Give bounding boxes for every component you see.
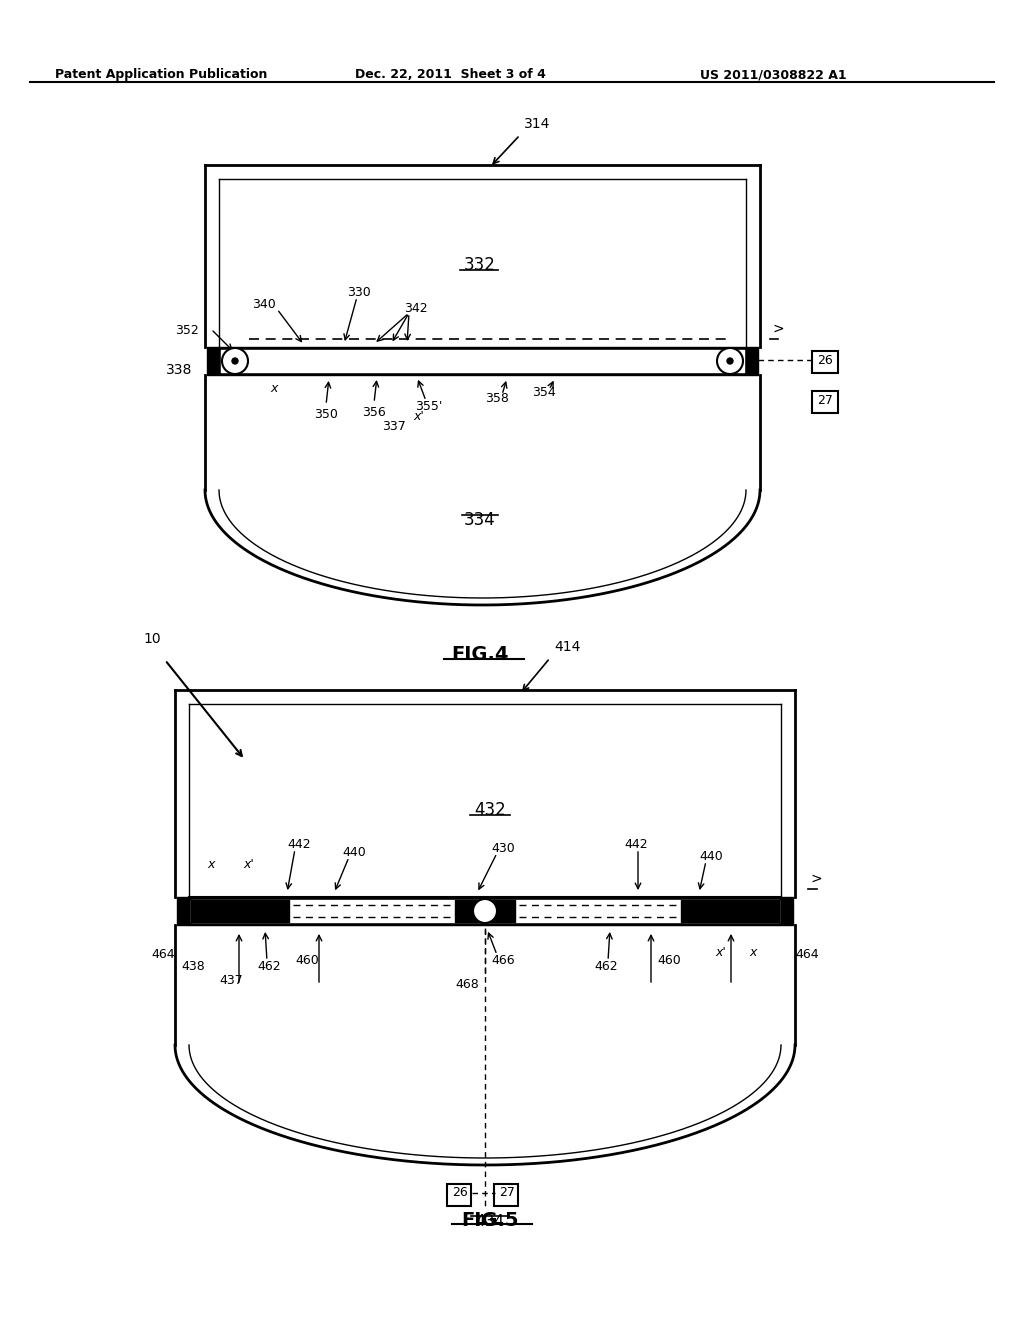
Text: 468: 468 (455, 978, 479, 991)
Text: 338: 338 (166, 363, 193, 378)
Text: 464: 464 (796, 949, 819, 961)
Text: 314: 314 (524, 117, 550, 131)
Text: 355': 355' (416, 400, 442, 413)
Text: 27: 27 (817, 393, 833, 407)
Text: 342: 342 (404, 302, 428, 315)
Text: FIG.5: FIG.5 (461, 1210, 519, 1229)
Text: x': x' (244, 858, 254, 871)
Text: Patent Application Publication: Patent Application Publication (55, 69, 267, 81)
Text: 460: 460 (295, 953, 318, 966)
Text: >: > (772, 322, 783, 337)
Bar (447, 1184, 471, 1206)
Text: 358: 358 (485, 392, 509, 405)
Circle shape (473, 899, 497, 923)
Text: x': x' (716, 946, 726, 960)
Text: 414: 414 (554, 640, 581, 653)
Circle shape (727, 358, 733, 364)
Text: Dec. 22, 2011  Sheet 3 of 4: Dec. 22, 2011 Sheet 3 of 4 (355, 69, 546, 81)
Text: 332: 332 (464, 256, 496, 275)
Text: 430: 430 (492, 842, 515, 855)
Text: 440: 440 (342, 846, 366, 858)
Text: US 2011/0308822 A1: US 2011/0308822 A1 (700, 69, 847, 81)
Text: x: x (750, 946, 757, 960)
Text: 442: 442 (287, 838, 311, 851)
Text: 10: 10 (143, 632, 161, 645)
Text: 334: 334 (464, 511, 496, 529)
Bar (812, 351, 838, 374)
Text: 352: 352 (175, 325, 199, 338)
Text: 434: 434 (475, 1213, 505, 1229)
Text: 26: 26 (453, 1187, 468, 1200)
Text: 440: 440 (699, 850, 723, 863)
Text: >: > (810, 873, 821, 886)
Text: 330: 330 (347, 285, 371, 298)
Bar (494, 1184, 518, 1206)
Text: 462: 462 (257, 961, 281, 974)
Text: 340: 340 (252, 298, 275, 312)
Text: 438: 438 (181, 961, 205, 974)
Text: x: x (207, 858, 215, 871)
Text: x': x' (414, 411, 424, 424)
Circle shape (222, 348, 248, 374)
Text: FIG.4: FIG.4 (452, 645, 509, 664)
Text: x: x (270, 383, 278, 396)
Bar (812, 391, 838, 413)
Circle shape (232, 358, 238, 364)
Text: 442: 442 (625, 838, 648, 851)
Text: 337: 337 (382, 421, 406, 433)
Text: 462: 462 (594, 961, 617, 974)
Text: 350: 350 (314, 408, 338, 421)
Text: 464: 464 (152, 949, 175, 961)
Text: 27: 27 (499, 1187, 515, 1200)
Text: 437: 437 (219, 974, 243, 986)
Text: 354: 354 (532, 387, 556, 400)
Text: 460: 460 (657, 953, 681, 966)
Circle shape (717, 348, 743, 374)
Text: 432: 432 (474, 801, 506, 818)
Text: 356: 356 (362, 407, 386, 420)
Text: 26: 26 (817, 354, 833, 367)
Text: 466: 466 (492, 953, 515, 966)
